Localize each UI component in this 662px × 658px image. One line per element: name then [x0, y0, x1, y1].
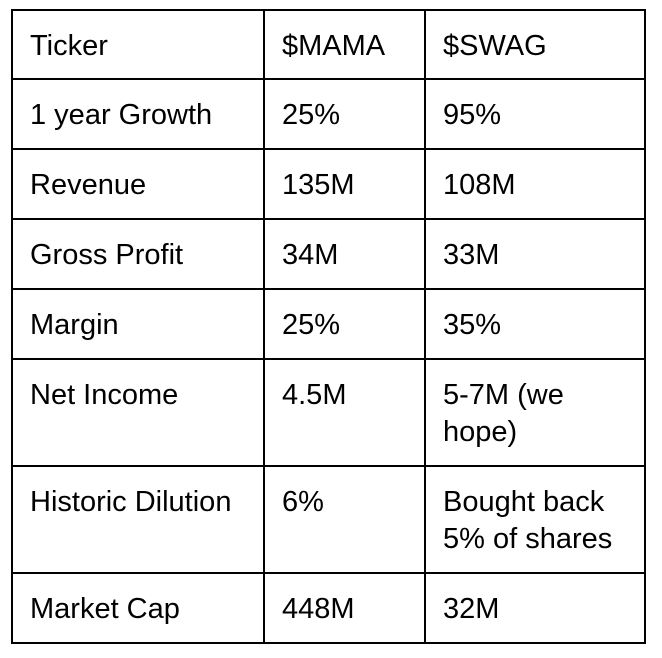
table-row: Net Income 4.5M 5-7M (we hope) — [11, 358, 646, 467]
header-cell-ticker: Ticker — [11, 9, 265, 80]
table-row: Revenue 135M 108M — [11, 148, 646, 220]
swag-value-cell: Bought back 5% of shares — [424, 465, 646, 574]
table-header-row: Ticker $MAMA $SWAG — [11, 9, 646, 80]
mama-value-cell: 4.5M — [263, 358, 426, 467]
row-label-cell: Margin — [11, 288, 265, 360]
mama-value-cell: 135M — [263, 148, 426, 220]
comparison-table: Ticker $MAMA $SWAG 1 year Growth 25% 95%… — [11, 9, 646, 644]
table-row: 1 year Growth 25% 95% — [11, 78, 646, 150]
mama-value-cell: 25% — [263, 288, 426, 360]
swag-value-cell: 95% — [424, 78, 646, 150]
row-label-cell: Market Cap — [11, 572, 265, 644]
table-row: Market Cap 448M 32M — [11, 572, 646, 644]
row-label-cell: Net Income — [11, 358, 265, 467]
mama-value-cell: 6% — [263, 465, 426, 574]
swag-value-cell: 33M — [424, 218, 646, 290]
row-label-cell: Historic Dilution — [11, 465, 265, 574]
header-cell-mama: $MAMA — [263, 9, 426, 80]
table-row: Historic Dilution 6% Bought back 5% of s… — [11, 465, 646, 574]
mama-value-cell: 34M — [263, 218, 426, 290]
table-row: Gross Profit 34M 33M — [11, 218, 646, 290]
row-label-cell: 1 year Growth — [11, 78, 265, 150]
swag-value-cell: 35% — [424, 288, 646, 360]
mama-value-cell: 25% — [263, 78, 426, 150]
header-cell-swag: $SWAG — [424, 9, 646, 80]
table-row: Margin 25% 35% — [11, 288, 646, 360]
row-label-cell: Revenue — [11, 148, 265, 220]
swag-value-cell: 108M — [424, 148, 646, 220]
swag-value-cell: 5-7M (we hope) — [424, 358, 646, 467]
swag-value-cell: 32M — [424, 572, 646, 644]
mama-value-cell: 448M — [263, 572, 426, 644]
row-label-cell: Gross Profit — [11, 218, 265, 290]
